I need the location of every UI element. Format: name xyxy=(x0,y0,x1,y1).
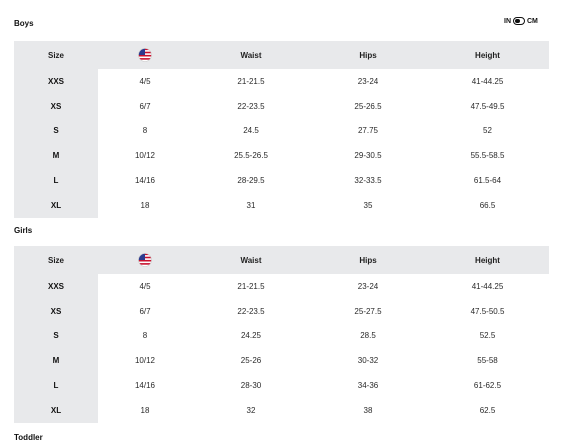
us-flag-icon xyxy=(138,48,152,62)
waist-cell: 21-21.5 xyxy=(237,281,265,291)
height-cell: 61.5-64 xyxy=(473,176,502,186)
table-row: XL 18 31 35 66.5 xyxy=(14,192,549,218)
hips-cell: 27.75 xyxy=(357,126,379,136)
size-cell: XXS xyxy=(14,69,98,94)
height-cell: 55-58 xyxy=(477,356,498,366)
height-cell: 62.5 xyxy=(479,405,496,415)
us-size-cell: 6/7 xyxy=(139,101,151,111)
hips-cell: 34-36 xyxy=(357,381,379,391)
toggle-knob xyxy=(515,18,520,24)
height-cell: 47.5-49.5 xyxy=(470,101,505,111)
hips-column-header: Hips xyxy=(310,41,426,69)
hips-column-header: Hips xyxy=(310,246,426,274)
unit-in-label[interactable]: IN xyxy=(504,17,511,25)
waist-cell: 28-29.5 xyxy=(237,176,265,186)
waist-column-header: Waist xyxy=(192,246,310,274)
table-row: S 8 24.25 28.5 52.5 xyxy=(14,323,549,349)
size-cell: XL xyxy=(14,192,98,218)
size-cell: XL xyxy=(14,397,98,423)
girls-size-table: Size Waist Hips Height xyxy=(14,246,549,423)
us-size-cell: 8 xyxy=(142,126,148,136)
unit-toggle[interactable]: IN CM xyxy=(504,17,538,25)
us-size-cell: 8 xyxy=(142,331,148,341)
height-cell: 41-44.25 xyxy=(471,281,504,291)
hips-cell: 32-33.5 xyxy=(354,176,382,186)
table-row: M 10/12 25-26 30-32 55-58 xyxy=(14,348,549,374)
height-cell: 52 xyxy=(483,126,492,136)
size-column-header: Size xyxy=(14,246,98,274)
us-size-cell: 14/16 xyxy=(134,176,156,186)
table-row: XS 6/7 22-23.5 25-27.5 47.5-50.5 xyxy=(14,298,549,324)
hips-cell: 23-24 xyxy=(357,76,379,86)
unit-cm-label[interactable]: CM xyxy=(527,17,538,25)
waist-cell: 22-23.5 xyxy=(237,306,265,316)
table-row: XXS 4/5 21-21.5 23-24 41-44.25 xyxy=(14,69,549,94)
us-size-cell: 18 xyxy=(140,200,150,210)
table-row: XL 18 32 38 62.5 xyxy=(14,397,549,423)
size-column-header: Size xyxy=(14,41,98,69)
height-cell: 55.5-58.5 xyxy=(470,151,505,161)
height-cell: 41-44.25 xyxy=(471,76,504,86)
waist-cell: 32 xyxy=(246,405,256,415)
hips-cell: 35 xyxy=(363,200,373,210)
toggle-switch-icon[interactable] xyxy=(513,17,525,25)
waist-cell: 24.5 xyxy=(243,126,259,136)
boys-size-table: Size Waist Hips Height xyxy=(14,41,549,218)
table-row: M 10/12 25.5-26.5 29-30.5 55.5-58.5 xyxy=(14,143,549,169)
us-size-cell: 4/5 xyxy=(139,281,151,291)
size-cell: M xyxy=(14,348,98,374)
height-column-header: Height xyxy=(426,246,549,274)
size-cell: L xyxy=(14,168,98,193)
waist-cell: 31 xyxy=(246,200,256,210)
height-cell: 61-62.5 xyxy=(473,381,502,391)
girls-header-row: Size Waist Hips Height xyxy=(14,246,549,274)
us-column-header xyxy=(98,41,192,69)
girls-section-title: Girls xyxy=(14,226,33,235)
waist-cell: 24.25 xyxy=(240,331,262,341)
us-size-cell: 18 xyxy=(140,405,150,415)
table-row: XXS 4/5 21-21.5 23-24 41-44.25 xyxy=(14,274,549,299)
waist-cell: 22-23.5 xyxy=(237,101,265,111)
table-row: L 14/16 28-29.5 32-33.5 61.5-64 xyxy=(14,168,549,193)
waist-column-header: Waist xyxy=(192,41,310,69)
size-cell: XXS xyxy=(14,274,98,299)
hips-cell: 23-24 xyxy=(357,281,379,291)
hips-cell: 38 xyxy=(363,405,373,415)
us-size-cell: 14/16 xyxy=(134,381,156,391)
hips-cell: 25-27.5 xyxy=(354,306,382,316)
hips-cell: 28.5 xyxy=(360,331,376,341)
table-row: S 8 24.5 27.75 52 xyxy=(14,118,549,144)
table-row: L 14/16 28-30 34-36 61-62.5 xyxy=(14,373,549,398)
waist-cell: 21-21.5 xyxy=(237,76,265,86)
boys-header-row: Size Waist Hips Height xyxy=(14,41,549,69)
us-size-cell: 10/12 xyxy=(134,151,156,161)
size-cell: L xyxy=(14,373,98,398)
us-size-cell: 10/12 xyxy=(134,356,156,366)
size-cell: XS xyxy=(14,298,98,324)
size-cell: M xyxy=(14,143,98,169)
us-size-cell: 6/7 xyxy=(139,306,151,316)
height-cell: 66.5 xyxy=(479,200,496,210)
waist-cell: 28-30 xyxy=(240,381,262,391)
height-cell: 52.5 xyxy=(479,331,496,341)
hips-cell: 25-26.5 xyxy=(354,101,382,111)
waist-cell: 25.5-26.5 xyxy=(234,151,268,161)
height-cell: 47.5-50.5 xyxy=(470,306,505,316)
size-cell: XS xyxy=(14,93,98,119)
height-column-header: Height xyxy=(426,41,549,69)
us-column-header xyxy=(98,246,192,274)
size-cell: S xyxy=(14,118,98,144)
us-flag-icon xyxy=(138,253,152,267)
us-size-cell: 4/5 xyxy=(139,76,151,86)
table-row: XS 6/7 22-23.5 25-26.5 47.5-49.5 xyxy=(14,93,549,119)
waist-cell: 25-26 xyxy=(240,356,262,366)
boys-section-title: Boys xyxy=(14,19,34,28)
hips-cell: 30-32 xyxy=(357,356,379,366)
hips-cell: 29-30.5 xyxy=(354,151,382,161)
toddler-section-title: Toddler xyxy=(14,433,43,441)
size-cell: S xyxy=(14,323,98,349)
